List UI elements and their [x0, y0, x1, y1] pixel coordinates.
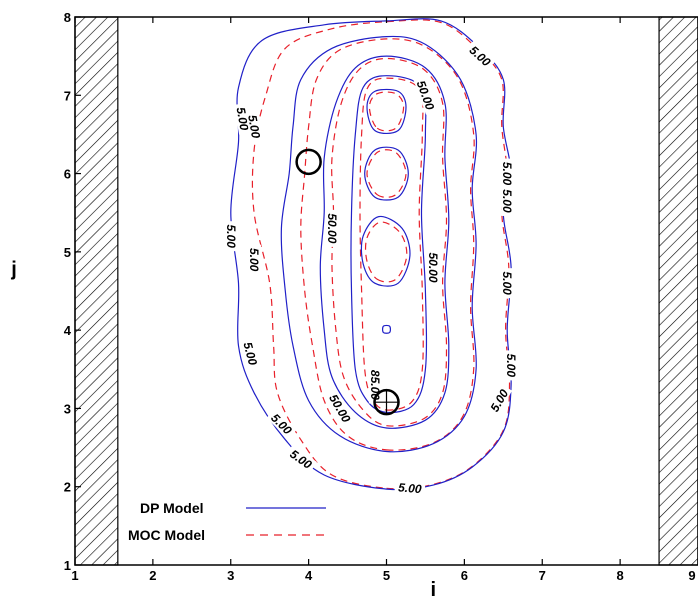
- y-tick-label: 8: [64, 10, 71, 25]
- contour-label-bg-17: [285, 444, 318, 473]
- contour-level-95-4: [368, 91, 405, 132]
- y-tick-label: 4: [64, 323, 72, 338]
- contour-label: 5.00: [247, 248, 261, 272]
- contour-level-85-3: [350, 75, 428, 414]
- moc-model-series: [251, 19, 511, 490]
- y-tick-label: 3: [64, 401, 71, 416]
- contour-label-bg-8: [325, 209, 339, 247]
- contour-label: 50.00: [325, 213, 339, 243]
- contour-label-bg-1: [233, 102, 252, 135]
- contour-level-5-0: [230, 18, 512, 491]
- dp-model-series: [230, 18, 512, 491]
- contour-label: 85.00: [368, 370, 382, 400]
- contour-label-bg-6: [224, 221, 238, 252]
- legend-label: MOC Model: [128, 527, 205, 543]
- contour-level-20-1: [300, 38, 475, 451]
- x-tick-label: 6: [461, 568, 468, 583]
- contour-label: 5.00: [504, 354, 518, 378]
- x-tick-label: 5: [383, 568, 390, 583]
- contour-level-95-6: [364, 221, 408, 283]
- x-axis-label: i: [430, 579, 436, 600]
- contour-label: 5.00: [500, 271, 514, 295]
- x-tick-label: 3: [227, 568, 234, 583]
- x-tick-label: 1: [71, 568, 78, 583]
- left-wall: [74, 16, 119, 566]
- contour-lines: [230, 18, 512, 491]
- contour-level-50-2: [319, 55, 450, 429]
- contour-label-bg-9: [427, 249, 441, 287]
- x-tick-label: 8: [617, 568, 624, 583]
- contour-label-bg-5: [501, 185, 515, 216]
- contour-label-bg-15: [485, 384, 513, 417]
- contour-label: 50.00: [414, 79, 438, 112]
- contour-label: 5.00: [234, 106, 252, 132]
- y-tick-label: 7: [64, 88, 71, 103]
- contour-label-bg-16: [266, 408, 297, 439]
- y-tick-label: 6: [64, 167, 71, 182]
- contour-level-50-2: [331, 57, 448, 427]
- x-tick-label: 4: [305, 568, 313, 583]
- x-tick-label: 2: [149, 568, 156, 583]
- legend-label: DP Model: [140, 500, 204, 516]
- contour-label-bg-11: [240, 337, 261, 370]
- contour-label-bg-4: [501, 158, 515, 189]
- open-circle-well: [295, 148, 322, 176]
- contour-level-95-5: [364, 146, 409, 201]
- contour-label-bg-14: [505, 350, 519, 381]
- contour-level-5-0: [251, 19, 511, 490]
- contour-label-bg-7: [248, 244, 262, 275]
- contour-level-95-6: [360, 215, 411, 287]
- contour-label: 5.00: [245, 114, 263, 140]
- contour-label-bg-3: [413, 75, 439, 115]
- contour-label-bg-10: [501, 268, 515, 299]
- contour-label: 5.00: [240, 341, 260, 367]
- contour-level-95-5: [366, 149, 407, 198]
- x-tick-label: 7: [539, 568, 546, 583]
- contour-label-bg-13: [325, 388, 356, 428]
- right-wall: [658, 16, 698, 566]
- contour-label: 50.00: [426, 252, 440, 282]
- axis-ticks: 1 2 3 4 5 6 7 8 9 1 2 3 4 5 6 7 8: [64, 10, 698, 583]
- contour-labels: 5.005.005.0050.005.005.005.005.0050.0050…: [224, 40, 519, 496]
- contour-label-bg-18: [394, 479, 426, 496]
- contour-label: 5.00: [398, 480, 423, 496]
- y-tick-label: 1: [64, 558, 71, 573]
- contour-level-85-3: [359, 77, 424, 411]
- legend: DP Model MOC Model: [128, 500, 326, 543]
- contour-level-98-7: [381, 324, 392, 334]
- contour-label: 5.00: [500, 189, 514, 213]
- y-tick-label: 5: [64, 245, 71, 260]
- y-tick-label: 2: [64, 480, 71, 495]
- y-axis-label: j: [10, 258, 17, 280]
- x-tick-label: 9: [688, 568, 695, 583]
- contour-label-bg-2: [245, 110, 264, 143]
- barrier-walls: [74, 16, 698, 566]
- plot-frame: [74, 16, 698, 566]
- contour-label: 5.00: [224, 225, 238, 249]
- contour-level-20-1: [280, 35, 478, 453]
- contour-label: 5.00: [500, 162, 514, 186]
- contour-label-bg-0: [464, 40, 496, 71]
- well-markers: [295, 148, 400, 416]
- contour-level-95-4: [366, 88, 407, 135]
